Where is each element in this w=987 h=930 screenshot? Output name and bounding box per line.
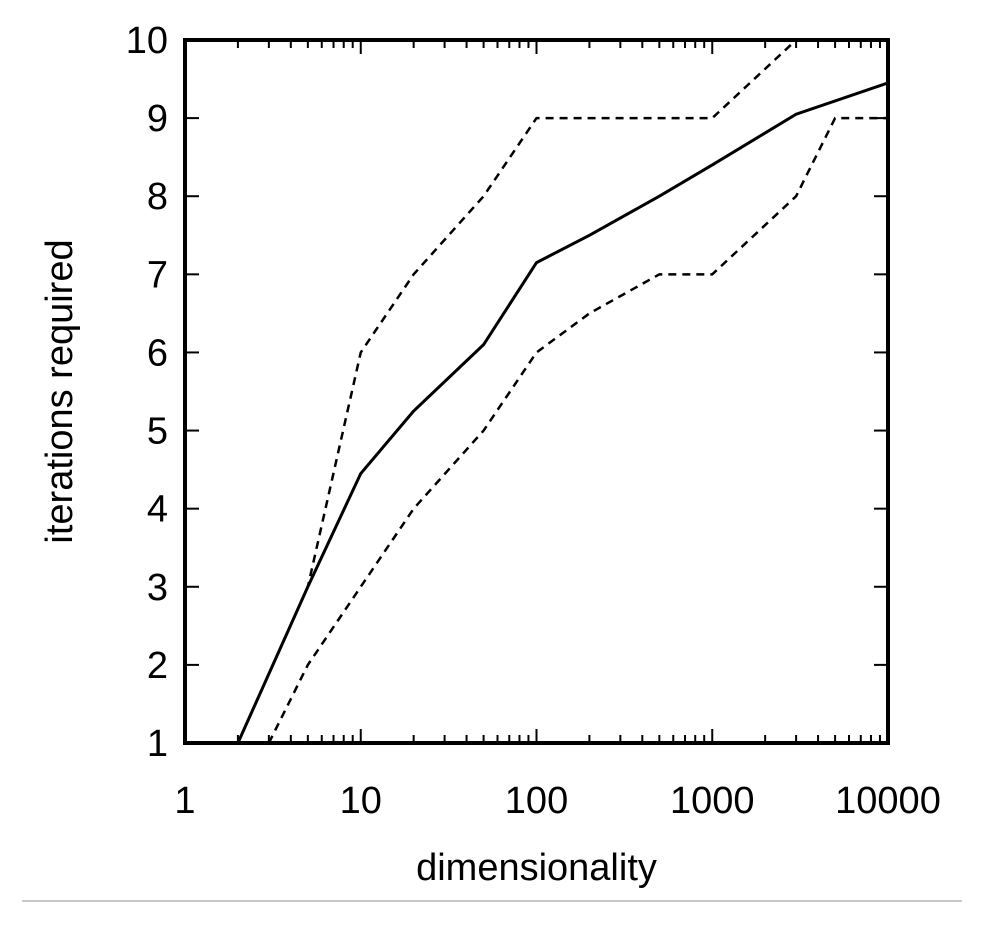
x-tick-label: 10000 [835, 780, 941, 822]
y-tick-label: 10 [126, 20, 168, 62]
x-tick-label: 1 [174, 780, 195, 822]
axis-ticks [184, 39, 889, 744]
y-tick-label: 1 [147, 723, 168, 765]
x-tick-label: 100 [505, 780, 568, 822]
y-tick-labels: 1 2 3 4 5 6 7 8 9 10 [126, 20, 168, 765]
dashed-series-line [267, 116, 888, 743]
x-tick-labels: 1 10 100 1000 10000 [174, 780, 940, 822]
plot-frame [183, 38, 890, 745]
y-tick-label: 6 [147, 332, 168, 374]
y-tick-label: 3 [147, 567, 168, 609]
y-tick-label: 2 [147, 645, 168, 687]
x-tick-label: 1000 [670, 780, 755, 822]
dashed-series-line [236, 40, 888, 743]
series-lines [236, 40, 888, 743]
y-tick-label: 7 [147, 254, 168, 296]
y-tick-label: 9 [147, 98, 168, 140]
x-tick-label: 10 [340, 780, 382, 822]
y-tick-label: 4 [147, 489, 168, 531]
y-axis-title: iterations required [39, 239, 81, 543]
solid-series-line [236, 81, 888, 743]
y-tick-label: 8 [147, 176, 168, 218]
y-tick-label: 5 [147, 411, 168, 453]
x-axis-title: dimensionality [416, 847, 657, 889]
